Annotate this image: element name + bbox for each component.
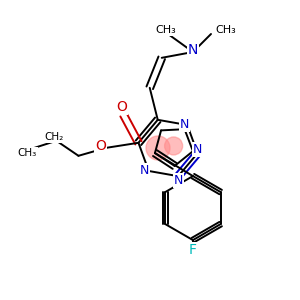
Circle shape (146, 136, 170, 160)
Text: CH₃: CH₃ (18, 148, 37, 158)
Text: O: O (95, 139, 106, 153)
Text: N: N (180, 118, 189, 131)
Text: N: N (174, 174, 183, 187)
Text: CH₂: CH₂ (45, 132, 64, 142)
Text: CH₃: CH₃ (215, 25, 236, 35)
Text: CH₃: CH₃ (156, 25, 176, 35)
Text: N: N (188, 43, 198, 57)
Circle shape (165, 137, 183, 155)
Text: N: N (193, 143, 203, 156)
Text: O: O (116, 100, 127, 114)
Text: N: N (140, 164, 149, 178)
Text: F: F (189, 243, 197, 257)
